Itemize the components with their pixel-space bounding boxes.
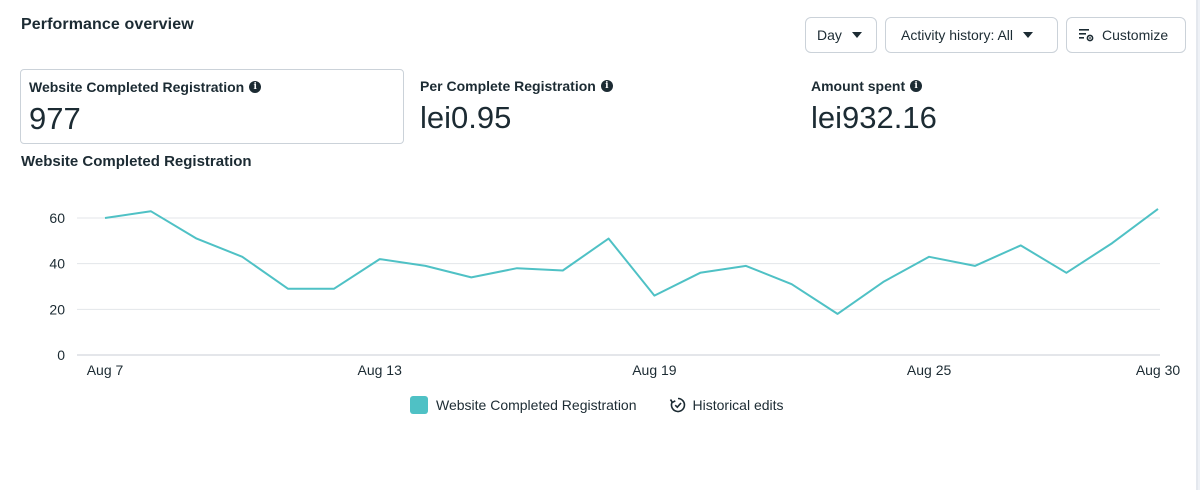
metric-card-completed-registration[interactable]: Website Completed Registration i 977 (20, 69, 404, 144)
legend-item-historical-edits[interactable]: Historical edits (669, 396, 784, 414)
day-dropdown[interactable]: Day (805, 17, 877, 53)
metric-label-row: Amount spent i (811, 78, 923, 94)
caret-down-icon (1023, 32, 1034, 38)
caret-down-icon (851, 32, 862, 38)
legend-item-series[interactable]: Website Completed Registration (410, 396, 637, 414)
data-point[interactable] (514, 265, 520, 271)
data-point[interactable] (285, 286, 291, 292)
data-point[interactable] (377, 256, 383, 262)
data-point[interactable] (926, 254, 932, 260)
metric-value: lei932.16 (811, 100, 937, 135)
legend-swatch (410, 396, 428, 414)
metric-label: Per Complete Registration (420, 78, 596, 94)
y-tick-label: 60 (49, 210, 65, 226)
customize-label: Customize (1102, 27, 1169, 43)
series-line (104, 208, 1159, 315)
y-tick-label: 40 (49, 256, 65, 272)
info-icon[interactable]: i (910, 80, 923, 92)
metric-value: lei0.95 (420, 100, 512, 135)
data-point[interactable] (789, 281, 795, 287)
y-tick-label: 0 (57, 347, 65, 363)
data-point[interactable] (239, 254, 245, 260)
data-point[interactable] (835, 311, 841, 317)
data-point[interactable] (1155, 206, 1161, 212)
data-point[interactable] (560, 268, 566, 274)
info-icon[interactable]: i (600, 80, 613, 92)
page-title: Performance overview (21, 16, 194, 33)
metric-label: Website Completed Registration (29, 79, 245, 95)
data-point[interactable] (102, 215, 108, 221)
x-tick-label: Aug 19 (632, 362, 677, 378)
data-point[interactable] (1063, 270, 1069, 276)
data-point[interactable] (422, 263, 428, 269)
data-point[interactable] (468, 274, 474, 280)
data-point[interactable] (148, 208, 154, 214)
metric-card-cost-per-registration[interactable]: Per Complete Registration i lei0.95 (412, 69, 792, 144)
metric-label-row: Website Completed Registration i (29, 79, 262, 95)
x-tick-label: Aug 13 (358, 362, 403, 378)
activity-history-label: Activity history: All (901, 27, 1014, 43)
legend-edits-label: Historical edits (692, 397, 784, 413)
x-tick-label: Aug 7 (87, 362, 124, 378)
data-point[interactable] (743, 263, 749, 269)
metric-card-amount-spent[interactable]: Amount spent i lei932.16 (803, 69, 1183, 144)
x-tick-label: Aug 30 (1136, 362, 1181, 378)
line-chart: 0 20 40 60 Aug 7 Aug 13 Aug 19 Aug 25 Aug 30 (49, 206, 1181, 378)
metric-label: Amount spent (811, 78, 906, 94)
data-point[interactable] (1018, 242, 1024, 248)
y-tick-label: 20 (49, 301, 65, 317)
chart-title: Website Completed Registration (21, 153, 252, 170)
data-point[interactable] (1109, 240, 1115, 246)
customize-settings-icon (1079, 29, 1094, 42)
customize-button[interactable]: Customize (1066, 17, 1186, 53)
x-tick-label: Aug 25 (907, 362, 952, 378)
legend-series-label: Website Completed Registration (436, 397, 637, 413)
activity-history-dropdown[interactable]: Activity history: All (885, 17, 1058, 53)
data-point[interactable] (194, 236, 200, 242)
info-icon[interactable]: i (249, 81, 262, 93)
data-point[interactable] (651, 293, 657, 299)
metric-label-row: Per Complete Registration i (420, 78, 613, 94)
metric-value: 977 (29, 101, 81, 136)
chart-legend: Website Completed Registration Historica… (410, 396, 784, 414)
historical-edits-icon (669, 397, 685, 413)
data-point[interactable] (606, 236, 612, 242)
data-point[interactable] (972, 263, 978, 269)
day-dropdown-label: Day (817, 27, 842, 43)
data-point[interactable] (880, 279, 886, 285)
data-point[interactable] (697, 270, 703, 276)
data-point[interactable] (331, 286, 337, 292)
